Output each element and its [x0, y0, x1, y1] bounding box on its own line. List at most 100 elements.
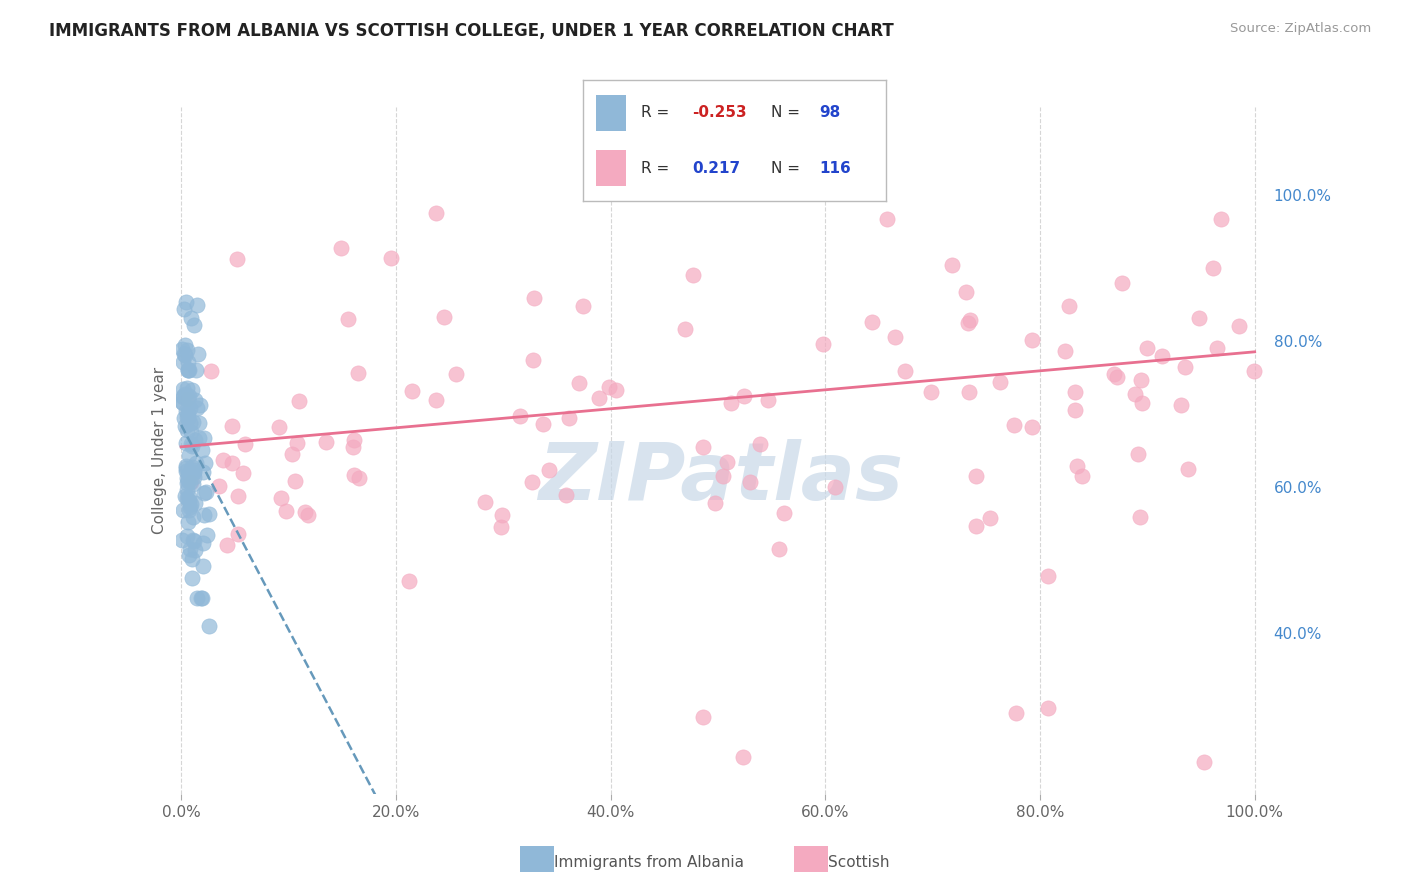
FancyBboxPatch shape	[596, 95, 626, 131]
Point	[193, 508, 215, 522]
Point	[876, 212, 898, 227]
Point	[1152, 349, 1174, 363]
Point	[294, 505, 316, 519]
Point	[174, 464, 197, 478]
Point	[773, 507, 796, 521]
Point	[1053, 344, 1076, 359]
Point	[1070, 468, 1092, 483]
Point	[183, 465, 205, 479]
Point	[186, 298, 208, 312]
Point	[183, 470, 205, 484]
Point	[270, 491, 292, 506]
Text: -0.253: -0.253	[692, 105, 747, 120]
Point	[173, 347, 195, 361]
Point	[174, 418, 197, 433]
Point	[1057, 299, 1080, 313]
Point	[274, 504, 297, 518]
Point	[221, 456, 243, 470]
Point	[398, 574, 420, 588]
Point	[183, 534, 205, 549]
Point	[883, 329, 905, 343]
Point	[920, 385, 942, 400]
Point	[180, 436, 202, 450]
Point	[179, 475, 201, 490]
Point	[336, 311, 359, 326]
Point	[588, 391, 610, 405]
Point	[703, 496, 725, 510]
Point	[180, 498, 202, 512]
Point	[173, 411, 195, 425]
Point	[489, 519, 512, 533]
Point	[195, 527, 218, 541]
Point	[172, 533, 194, 547]
Point	[716, 455, 738, 469]
Point	[221, 419, 243, 434]
Point	[176, 474, 198, 488]
Point	[179, 500, 201, 514]
Point	[181, 509, 204, 524]
Point	[894, 364, 917, 378]
Point	[174, 386, 197, 401]
Point	[380, 252, 402, 266]
Point	[179, 541, 201, 556]
Text: N =: N =	[770, 161, 800, 176]
Point	[711, 469, 734, 483]
Point	[212, 453, 235, 467]
Point	[1192, 755, 1215, 769]
Point	[172, 390, 194, 404]
Point	[191, 536, 214, 550]
Point	[172, 396, 194, 410]
Point	[172, 342, 194, 356]
Point	[1021, 333, 1043, 347]
Point	[184, 542, 207, 557]
Point	[193, 431, 215, 445]
Point	[733, 389, 755, 403]
Point	[181, 415, 204, 429]
Point	[531, 417, 554, 432]
Point	[572, 299, 595, 313]
Point	[233, 437, 256, 451]
Point	[538, 462, 561, 476]
Point	[176, 294, 198, 309]
Point	[824, 480, 846, 494]
Point	[177, 515, 200, 529]
Point	[217, 538, 239, 552]
Point	[176, 343, 198, 357]
Point	[177, 363, 200, 377]
Point	[181, 384, 204, 398]
Point	[862, 315, 884, 329]
Point	[1130, 396, 1153, 410]
Point	[176, 529, 198, 543]
Point	[176, 410, 198, 425]
Text: Scottish: Scottish	[828, 855, 890, 870]
Point	[673, 322, 696, 336]
Point	[554, 488, 576, 502]
Point	[186, 401, 208, 415]
Point	[177, 490, 200, 504]
Point	[226, 526, 249, 541]
Point	[1177, 462, 1199, 476]
Point	[522, 475, 544, 489]
Point	[965, 469, 987, 483]
Point	[1227, 318, 1250, 333]
Point	[605, 384, 627, 398]
Point	[191, 443, 214, 458]
Text: IMMIGRANTS FROM ALBANIA VS SCOTTISH COLLEGE, UNDER 1 YEAR CORRELATION CHART: IMMIGRANTS FROM ALBANIA VS SCOTTISH COLL…	[49, 22, 894, 40]
Point	[1002, 418, 1025, 433]
Point	[194, 456, 217, 470]
Point	[425, 393, 447, 408]
Point	[177, 411, 200, 425]
Point	[1130, 373, 1153, 387]
Point	[190, 591, 212, 605]
Point	[733, 750, 755, 764]
Point	[177, 467, 200, 482]
Point	[1209, 212, 1232, 227]
Point	[225, 252, 247, 267]
Point	[174, 403, 197, 417]
Point	[180, 571, 202, 585]
Point	[200, 364, 222, 378]
Point	[284, 474, 307, 488]
Point	[941, 258, 963, 272]
Point	[979, 511, 1001, 525]
Point	[187, 431, 209, 445]
